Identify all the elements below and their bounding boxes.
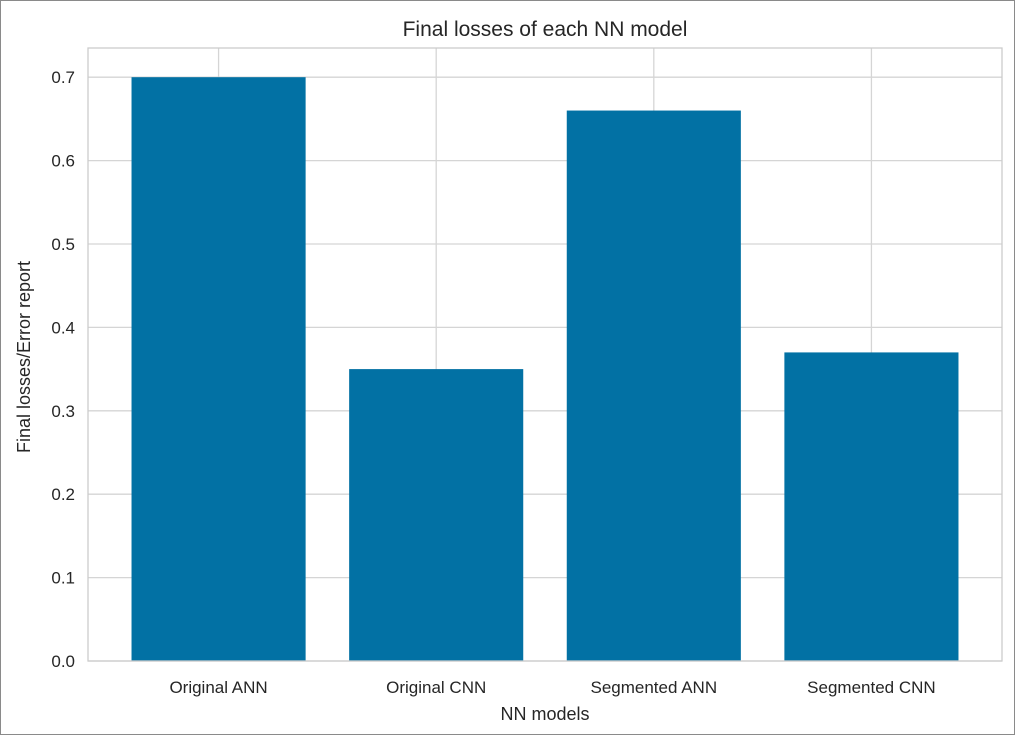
y-tick-label: 0.1 [51,569,75,588]
x-tick-label: Original ANN [169,678,267,697]
bar-segmented-cnn [784,352,959,661]
bar-segmented-ann [566,110,741,661]
y-axis-label: Final losses/Error report [14,261,34,453]
x-tick-label: Segmented CNN [807,678,936,697]
bar-original-ann [131,77,306,661]
x-axis-label: NN models [500,704,589,724]
y-tick-label: 0.3 [51,402,75,421]
x-tick-label: Segmented ANN [590,678,717,697]
y-tick-label: 0.6 [51,152,75,171]
y-tick-label: 0.4 [51,318,75,337]
plot-area: 0.0 0.1 0.2 0.3 0.4 0.5 0.6 0.7 Original ANN Orig… [51,47,1003,697]
x-tick-label: Original CNN [386,678,486,697]
chart-title: Final losses of each NN model [403,18,688,41]
y-tick-label: 0.5 [51,235,75,254]
y-tick-label: 0.0 [51,652,75,671]
y-tick-label: 0.7 [51,68,75,87]
axes-frame [87,47,1003,662]
y-tick-label: 0.2 [51,485,75,504]
bar-original-cnn [349,369,524,661]
